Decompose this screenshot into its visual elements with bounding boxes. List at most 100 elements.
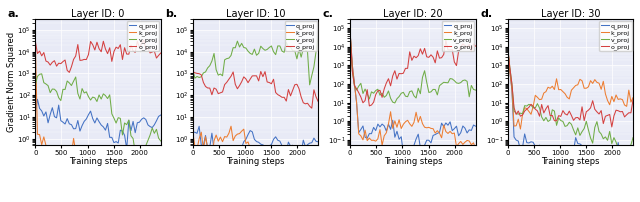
Title: Layer ID: 20: Layer ID: 20	[383, 9, 443, 19]
Line: k_proj: k_proj	[35, 41, 161, 182]
q_proj	[472, 125, 479, 127]
k_proj	[269, 175, 277, 177]
o_proj	[63, 69, 71, 72]
Text: b.: b.	[165, 9, 177, 19]
Line: o_proj: o_proj	[350, 34, 476, 106]
k_proj	[232, 135, 239, 137]
q_proj	[504, 46, 511, 48]
q_proj	[621, 169, 628, 172]
q_proj	[112, 140, 120, 143]
Legend: q_proj, k_proj, v_proj, o_proj: q_proj, k_proj, v_proj, o_proj	[600, 21, 632, 52]
k_proj	[378, 144, 386, 146]
q_proj	[34, 98, 42, 101]
q_proj	[346, 33, 354, 35]
o_proj	[52, 65, 60, 67]
k_proj	[383, 132, 390, 134]
Line: v_proj: v_proj	[193, 36, 318, 85]
o_proj	[391, 69, 399, 72]
k_proj	[52, 169, 60, 172]
k_proj	[346, 33, 354, 35]
o_proj	[232, 83, 239, 85]
Line: q_proj: q_proj	[350, 34, 476, 153]
q_proj	[227, 149, 235, 152]
q_proj	[272, 136, 280, 138]
v_proj	[31, 84, 39, 86]
q_proj	[427, 142, 435, 144]
k_proj	[31, 40, 39, 42]
Line: k_proj: k_proj	[350, 34, 476, 149]
q_proj	[123, 148, 131, 150]
v_proj	[391, 102, 399, 104]
k_proj	[314, 169, 322, 172]
q_proj	[212, 152, 220, 154]
v_proj	[65, 82, 73, 84]
q_proj	[189, 131, 196, 134]
Line: o_proj: o_proj	[35, 40, 161, 72]
v_proj	[229, 46, 237, 49]
v_proj	[525, 103, 532, 105]
Title: Layer ID: 10: Layer ID: 10	[226, 9, 285, 19]
o_proj	[257, 70, 264, 73]
o_proj	[389, 75, 397, 77]
v_proj	[76, 98, 84, 100]
v_proj	[547, 119, 554, 121]
v_proj	[112, 122, 120, 124]
o_proj	[269, 78, 277, 80]
o_proj	[70, 58, 77, 61]
q_proj	[70, 128, 77, 130]
Line: v_proj: v_proj	[35, 74, 161, 155]
q_proj	[387, 128, 394, 130]
Legend: q_proj, k_proj, v_proj, o_proj: q_proj, k_proj, v_proj, o_proj	[285, 21, 317, 52]
k_proj	[548, 85, 556, 87]
o_proj	[140, 39, 148, 41]
v_proj	[383, 94, 390, 97]
q_proj	[74, 119, 82, 122]
Title: Layer ID: 0: Layer ID: 0	[71, 9, 125, 19]
k_proj	[221, 135, 228, 138]
o_proj	[629, 98, 637, 101]
Line: v_proj: v_proj	[508, 47, 633, 152]
v_proj	[582, 120, 590, 123]
v_proj	[387, 97, 394, 100]
v_proj	[314, 35, 322, 38]
k_proj	[367, 139, 375, 142]
X-axis label: Training steps: Training steps	[68, 157, 127, 166]
k_proj	[629, 96, 637, 99]
k_proj	[504, 46, 511, 48]
q_proj	[525, 142, 532, 144]
v_proj	[472, 89, 479, 91]
Line: v_proj: v_proj	[350, 34, 476, 103]
Line: q_proj: q_proj	[508, 47, 633, 171]
o_proj	[365, 105, 373, 107]
q_proj	[399, 152, 407, 154]
v_proj	[367, 91, 375, 93]
v_proj	[544, 120, 552, 123]
o_proj	[157, 52, 164, 54]
k_proj	[102, 180, 109, 183]
q_proj	[629, 159, 637, 161]
k_proj	[425, 126, 433, 129]
o_proj	[504, 46, 511, 48]
k_proj	[527, 113, 535, 116]
v_proj	[210, 52, 218, 55]
v_proj	[504, 46, 511, 48]
q_proj	[314, 141, 322, 143]
k_proj	[547, 87, 554, 89]
v_proj	[157, 140, 164, 142]
o_proj	[370, 101, 378, 103]
v_proj	[389, 101, 397, 103]
o_proj	[76, 59, 84, 62]
o_proj	[314, 100, 322, 103]
o_proj	[608, 126, 616, 128]
k_proj	[584, 86, 592, 88]
v_proj	[536, 107, 543, 109]
Line: o_proj: o_proj	[508, 47, 633, 127]
o_proj	[525, 106, 532, 108]
q_proj	[383, 130, 390, 132]
Text: c.: c.	[323, 9, 333, 19]
o_proj	[221, 83, 228, 86]
Line: k_proj: k_proj	[508, 47, 633, 129]
v_proj	[306, 84, 314, 86]
o_proj	[308, 107, 316, 109]
o_proj	[210, 87, 218, 89]
